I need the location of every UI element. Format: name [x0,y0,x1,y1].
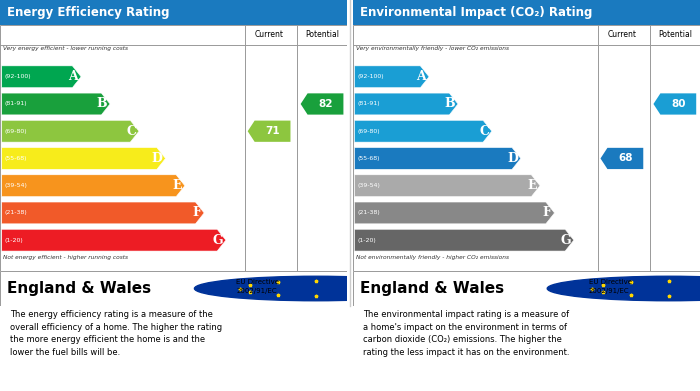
Text: (21-38): (21-38) [4,210,27,215]
Polygon shape [354,93,458,115]
Text: (69-80): (69-80) [357,129,380,134]
Polygon shape [1,93,110,115]
Text: EU Directive
2002/91/EC: EU Directive 2002/91/EC [589,280,632,294]
Text: The energy efficiency rating is a measure of the
overall efficiency of a home. T: The energy efficiency rating is a measur… [10,310,223,357]
Text: Not environmentally friendly - higher CO₂ emissions: Not environmentally friendly - higher CO… [356,255,510,260]
Text: (21-38): (21-38) [357,210,380,215]
Polygon shape [300,93,344,115]
Polygon shape [1,229,226,251]
Text: Potential: Potential [305,30,339,39]
Text: G: G [213,234,223,247]
Text: B: B [97,97,107,111]
Text: Very environmentally friendly - lower CO₂ emissions: Very environmentally friendly - lower CO… [356,46,510,51]
Polygon shape [354,175,540,197]
Text: G: G [561,234,571,247]
Polygon shape [354,66,429,88]
Polygon shape [354,147,521,169]
Text: EU Directive
2002/91/EC: EU Directive 2002/91/EC [236,280,279,294]
Text: 82: 82 [318,99,332,109]
Text: 71: 71 [265,126,280,136]
Text: (81-91): (81-91) [4,102,27,106]
Polygon shape [1,175,185,197]
Text: Environmental Impact (CO₂) Rating: Environmental Impact (CO₂) Rating [360,6,592,19]
Text: (55-68): (55-68) [357,156,380,161]
Text: Very energy efficient - lower running costs: Very energy efficient - lower running co… [4,46,129,51]
Text: Current: Current [255,30,284,39]
Text: (92-100): (92-100) [4,74,31,79]
Text: The environmental impact rating is a measure of
a home's impact on the environme: The environmental impact rating is a mea… [363,310,570,357]
Text: England & Wales: England & Wales [360,281,504,296]
Circle shape [195,276,438,301]
Text: E: E [173,179,182,192]
Text: (81-91): (81-91) [357,102,380,106]
Text: F: F [193,206,202,219]
Text: E: E [528,179,538,192]
Text: Not energy efficient - higher running costs: Not energy efficient - higher running co… [4,255,129,260]
Text: (69-80): (69-80) [4,129,27,134]
Polygon shape [354,202,554,224]
Text: A: A [416,70,426,83]
Polygon shape [1,120,139,142]
Text: B: B [444,97,455,111]
Polygon shape [248,120,290,142]
Text: (39-54): (39-54) [4,183,27,188]
Polygon shape [354,229,574,251]
Polygon shape [1,66,81,88]
Text: England & Wales: England & Wales [7,281,151,296]
Text: D: D [152,152,162,165]
Text: (92-100): (92-100) [357,74,384,79]
Polygon shape [1,147,165,169]
Polygon shape [1,202,204,224]
Circle shape [547,276,700,301]
Text: (1-20): (1-20) [357,238,376,243]
Text: D: D [507,152,518,165]
Text: 80: 80 [671,99,685,109]
Text: A: A [69,70,78,83]
Text: (39-54): (39-54) [357,183,380,188]
Text: Potential: Potential [658,30,692,39]
Polygon shape [354,120,492,142]
Text: C: C [126,125,136,138]
Text: Energy Efficiency Rating: Energy Efficiency Rating [7,6,169,19]
Polygon shape [601,148,643,169]
Text: F: F [543,206,552,219]
Text: C: C [479,125,489,138]
Text: Current: Current [608,30,636,39]
Polygon shape [653,93,696,115]
Text: (1-20): (1-20) [4,238,23,243]
Text: (55-68): (55-68) [4,156,27,161]
Text: 68: 68 [618,153,633,163]
